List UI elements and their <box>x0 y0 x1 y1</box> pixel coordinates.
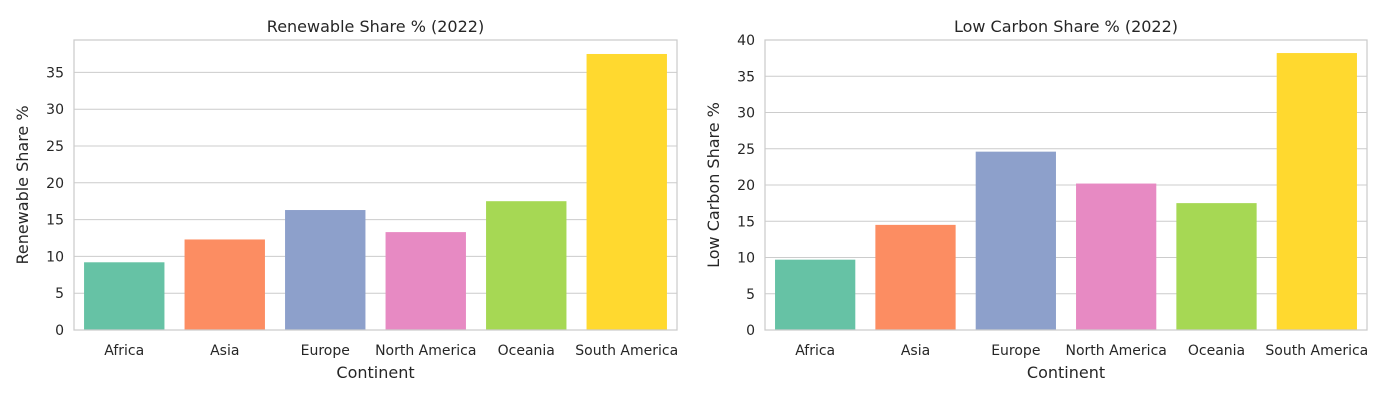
y-tick-label: 10 <box>46 249 64 265</box>
x-tick-label: Asia <box>210 343 239 359</box>
y-tick-label: 15 <box>46 213 64 229</box>
y-tick-label: 0 <box>746 323 755 339</box>
bar-north-america <box>385 232 466 330</box>
y-tick-label: 5 <box>746 287 755 303</box>
y-tick-label: 20 <box>46 176 64 192</box>
plot-area <box>74 40 677 330</box>
chart-panel-1: 0 5 10 15 20 25 30 35 Africa Asia Europe North Amer… <box>13 17 678 382</box>
x-tick-label: Asia <box>901 343 930 359</box>
bar-europe <box>975 151 1056 330</box>
x-axis-label: Continent <box>1027 363 1105 382</box>
x-tick-label: Oceania <box>1188 343 1245 359</box>
bar-north-america <box>1076 183 1157 330</box>
bar-asia <box>184 239 265 330</box>
y-tick-label: 25 <box>737 142 755 158</box>
y-tick-label: 5 <box>55 286 64 302</box>
x-tick-label: Africa <box>795 343 835 359</box>
bar-africa <box>775 259 856 330</box>
axes-frame <box>764 39 1368 331</box>
x-tick-label: Europe <box>991 343 1040 359</box>
bar-oceania <box>1176 203 1257 330</box>
y-tick-label: 10 <box>737 251 755 267</box>
axes-frame <box>73 39 678 331</box>
x-tick-label: Europe <box>301 343 350 359</box>
x-tick-label: Africa <box>104 343 144 359</box>
x-axis-label: Continent <box>336 363 414 382</box>
y-tick-label: 20 <box>737 178 755 194</box>
x-tick-label: South America <box>575 343 678 359</box>
bar-europe <box>285 210 366 330</box>
chart-title: Low Carbon Share % (2022) <box>954 17 1178 36</box>
y-axis-label: Renewable Share % <box>13 105 32 264</box>
x-tick-label: North America <box>1065 343 1166 359</box>
bar-south-america <box>586 53 667 330</box>
y-tick-label: 30 <box>737 106 755 122</box>
x-tick-label: North America <box>375 343 476 359</box>
bar-south-america <box>1276 53 1357 331</box>
y-tick-label: 15 <box>737 214 755 230</box>
y-tick-label: 40 <box>737 33 755 49</box>
y-tick-label: 0 <box>55 323 64 339</box>
bar-asia <box>875 224 956 330</box>
x-tick-label: Oceania <box>498 343 555 359</box>
chart-panel-2: 0 5 10 15 20 25 30 35 40 Africa Asia Europe North Am… <box>704 17 1368 382</box>
chart-title: Renewable Share % (2022) <box>267 17 484 36</box>
bar-oceania <box>486 201 567 330</box>
y-tick-label: 30 <box>46 102 64 118</box>
y-tick-label: 25 <box>46 139 64 155</box>
y-axis-label: Low Carbon Share % <box>704 102 723 268</box>
x-tick-label: South America <box>1265 343 1368 359</box>
y-tick-label: 35 <box>46 65 64 81</box>
bar-africa <box>84 262 165 330</box>
y-tick-label: 35 <box>737 69 755 85</box>
